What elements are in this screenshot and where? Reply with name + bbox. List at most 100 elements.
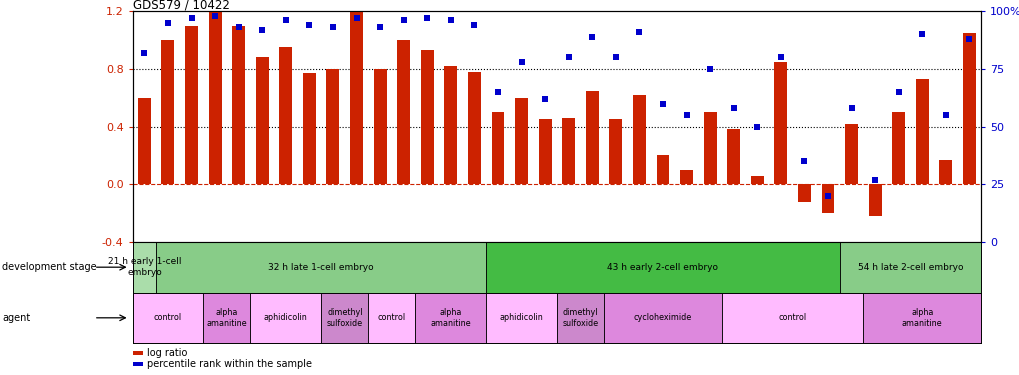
Bar (750, 176, 763, 184)
Point (796, 158, 812, 164)
Bar (845, 124, 857, 184)
Bar (138, 98, 151, 184)
Bar (915, 79, 928, 184)
Bar (156, 242, 486, 292)
Bar (326, 69, 339, 184)
Bar (184, 26, 198, 184)
Point (560, 54, 577, 60)
Bar (962, 33, 975, 184)
Bar (209, 11, 221, 184)
Text: 54 h late 2-cell embryo: 54 h late 2-cell embryo (857, 262, 962, 272)
Text: control: control (377, 313, 406, 322)
Bar (862, 292, 980, 343)
Text: alpha
amanitine: alpha amanitine (430, 308, 471, 327)
Point (466, 22, 482, 28)
Text: dimethyl
sulfoxide: dimethyl sulfoxide (326, 308, 363, 327)
Bar (839, 242, 980, 292)
Text: dimethyl
sulfoxide: dimethyl sulfoxide (561, 308, 598, 327)
Bar (703, 112, 716, 184)
Point (442, 18, 459, 24)
Bar (603, 292, 721, 343)
Bar (820, 184, 834, 213)
Bar (132, 292, 203, 343)
Point (513, 59, 529, 65)
Bar (396, 40, 410, 184)
Point (301, 22, 317, 28)
Text: development stage: development stage (2, 262, 97, 272)
Point (372, 24, 388, 30)
Bar (132, 351, 143, 355)
Text: GDS579 / 10422: GDS579 / 10422 (132, 0, 229, 11)
Text: percentile rank within the sample: percentile rank within the sample (147, 359, 312, 369)
Point (207, 13, 223, 19)
Point (137, 50, 153, 56)
Point (324, 24, 340, 30)
Bar (556, 292, 603, 343)
Text: control: control (777, 313, 806, 322)
Point (843, 105, 859, 111)
Bar (561, 118, 575, 184)
Point (277, 18, 293, 24)
Bar (468, 72, 480, 184)
Point (748, 124, 764, 130)
Point (183, 15, 200, 21)
Bar (727, 129, 740, 184)
Bar (585, 90, 598, 184)
Bar (491, 112, 504, 184)
Bar (350, 11, 363, 184)
Point (395, 18, 412, 24)
Text: 32 h late 1-cell embryo: 32 h late 1-cell embryo (268, 262, 374, 272)
Point (936, 112, 953, 118)
Point (678, 112, 694, 118)
Point (160, 20, 176, 26)
Bar (321, 292, 368, 343)
Bar (797, 184, 810, 201)
Point (584, 34, 600, 40)
Point (701, 66, 717, 72)
Text: aphidicolin: aphidicolin (499, 313, 543, 322)
Bar (721, 292, 862, 343)
Point (419, 15, 435, 21)
Text: agent: agent (2, 313, 31, 323)
Bar (303, 73, 316, 184)
Text: 21 h early 1-cell
embryo: 21 h early 1-cell embryo (108, 258, 181, 277)
Point (960, 36, 976, 42)
Bar (279, 47, 292, 184)
Bar (203, 292, 251, 343)
Point (348, 15, 365, 21)
Bar (938, 160, 952, 184)
Bar (132, 362, 143, 366)
Bar (256, 57, 268, 184)
Point (819, 193, 836, 199)
Point (654, 100, 671, 106)
Point (607, 54, 624, 60)
Text: cycloheximide: cycloheximide (633, 313, 692, 322)
Bar (444, 66, 457, 184)
Bar (773, 62, 787, 184)
Bar (515, 98, 528, 184)
Bar (868, 184, 880, 216)
Bar (486, 242, 839, 292)
Bar (421, 50, 433, 184)
Text: alpha
amanitine: alpha amanitine (207, 308, 247, 327)
Point (254, 27, 270, 33)
Point (489, 89, 505, 95)
Bar (633, 95, 645, 184)
Bar (680, 170, 692, 184)
Bar (368, 292, 415, 343)
Point (866, 177, 882, 183)
Bar (486, 292, 556, 343)
Text: control: control (154, 313, 181, 322)
Point (890, 89, 906, 95)
Bar (656, 155, 668, 184)
Text: alpha
amanitine: alpha amanitine (901, 308, 942, 327)
Text: 43 h early 2-cell embryo: 43 h early 2-cell embryo (607, 262, 717, 272)
Bar (538, 119, 551, 184)
Point (536, 96, 552, 102)
Point (913, 32, 929, 38)
Text: log ratio: log ratio (147, 348, 187, 358)
Bar (232, 26, 245, 184)
Text: aphidicolin: aphidicolin (264, 313, 308, 322)
Point (725, 105, 741, 111)
Bar (415, 292, 486, 343)
